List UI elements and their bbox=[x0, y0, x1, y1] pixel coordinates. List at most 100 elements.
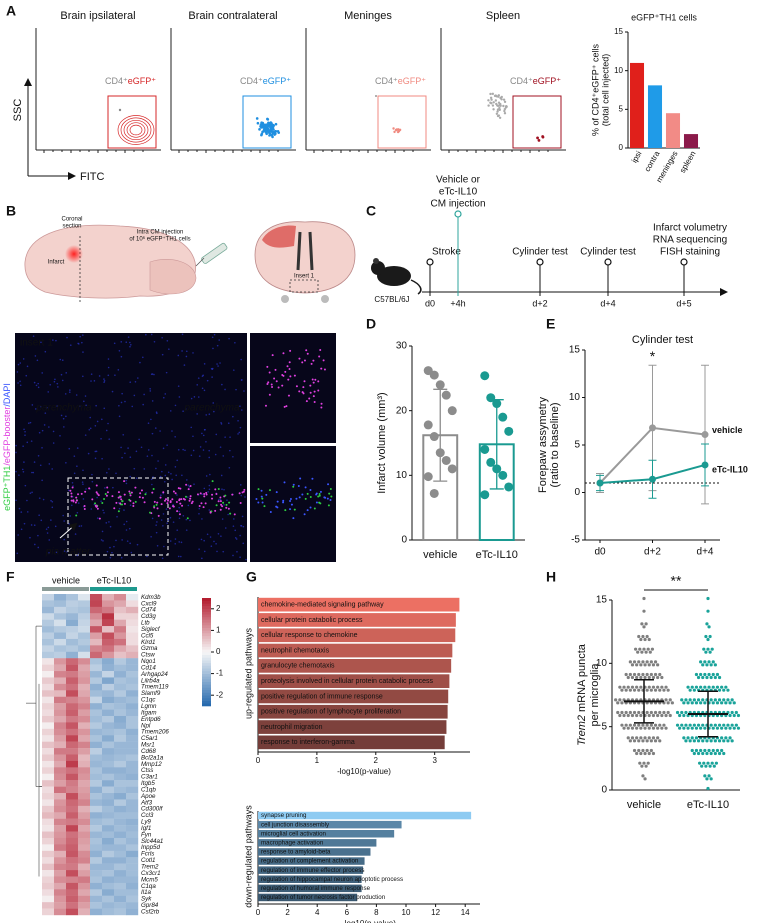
nucleus bbox=[94, 425, 97, 427]
cell bbox=[174, 492, 177, 495]
cell bbox=[329, 499, 332, 502]
nucleus bbox=[244, 496, 246, 498]
nucleus bbox=[19, 380, 21, 383]
nucleus bbox=[198, 507, 201, 510]
x-tick-label: 2 bbox=[285, 908, 290, 917]
nucleus bbox=[201, 557, 203, 560]
heat-cell bbox=[42, 638, 55, 646]
nucleus bbox=[102, 540, 104, 542]
heat-cell bbox=[90, 818, 103, 826]
heat-cell bbox=[42, 606, 55, 614]
data-point bbox=[675, 723, 680, 727]
data-point bbox=[647, 726, 651, 730]
heat-cell bbox=[126, 735, 139, 742]
heat-cell bbox=[90, 876, 103, 884]
heat-cell bbox=[78, 799, 91, 807]
data-point bbox=[643, 751, 647, 756]
cell bbox=[219, 500, 222, 503]
heat-cell bbox=[78, 850, 91, 858]
nucleus bbox=[96, 496, 98, 499]
legend-label: vehicle bbox=[712, 425, 743, 435]
nucleus bbox=[129, 504, 132, 506]
heat-cell bbox=[126, 632, 139, 640]
heat-cell bbox=[90, 606, 103, 614]
nucleus bbox=[17, 363, 20, 366]
heat-cell bbox=[90, 902, 103, 909]
nucleus bbox=[216, 363, 218, 365]
heat-cell bbox=[126, 805, 139, 813]
heat-cell bbox=[102, 613, 115, 620]
heat-cell bbox=[54, 812, 67, 819]
bar bbox=[258, 839, 377, 847]
nucleus bbox=[143, 393, 145, 396]
data-point bbox=[660, 713, 664, 718]
event bbox=[505, 105, 508, 108]
heat-cell bbox=[42, 703, 55, 710]
cell bbox=[289, 499, 292, 502]
heat-cell bbox=[54, 715, 67, 723]
event bbox=[268, 132, 272, 135]
nucleus bbox=[145, 491, 147, 494]
data-point bbox=[630, 663, 635, 667]
data-point bbox=[696, 675, 701, 680]
data-point bbox=[701, 663, 705, 667]
data-point bbox=[423, 472, 433, 482]
data-point bbox=[653, 723, 658, 727]
cell bbox=[119, 502, 122, 505]
event bbox=[500, 98, 503, 101]
cell bbox=[75, 496, 78, 499]
heat-cell bbox=[66, 613, 79, 620]
heat-cell bbox=[102, 805, 115, 813]
nucleus bbox=[46, 532, 49, 534]
gene-label: Inpp5d bbox=[141, 844, 160, 851]
cell bbox=[175, 501, 178, 504]
heat-cell bbox=[126, 882, 139, 890]
nucleus bbox=[169, 540, 172, 542]
heat-cell bbox=[54, 696, 67, 704]
cell bbox=[281, 384, 284, 387]
nucleus bbox=[15, 444, 17, 447]
nucleus bbox=[239, 405, 241, 407]
y-axis-label: down-regulated pathways bbox=[243, 805, 253, 908]
data-point bbox=[678, 713, 682, 718]
nucleus bbox=[154, 427, 157, 429]
heat-cell bbox=[78, 632, 91, 640]
bar-label: proteolysis involved in cellular protein… bbox=[261, 678, 433, 685]
cell bbox=[132, 504, 135, 507]
data-point bbox=[703, 726, 707, 730]
heat-cell bbox=[78, 812, 91, 819]
heat-cell bbox=[126, 741, 139, 749]
data-point bbox=[699, 660, 703, 664]
data-point bbox=[435, 380, 445, 390]
nucleus bbox=[238, 431, 241, 434]
cell bbox=[80, 492, 83, 495]
nucleus bbox=[79, 335, 81, 338]
data-point bbox=[662, 688, 666, 692]
cell bbox=[156, 507, 159, 510]
heat-cell bbox=[90, 844, 103, 851]
cell bbox=[227, 507, 230, 510]
nucleus bbox=[171, 478, 173, 481]
nucleus bbox=[185, 350, 188, 353]
event bbox=[255, 117, 259, 120]
cell bbox=[198, 505, 201, 508]
heat-cell bbox=[54, 882, 67, 890]
nucleus bbox=[220, 535, 222, 537]
y-axis-label: Trem2mRNA puncta bbox=[576, 643, 588, 746]
nucleus bbox=[89, 416, 92, 419]
heat-cell bbox=[126, 600, 139, 608]
heat-cell bbox=[42, 645, 55, 652]
nucleus bbox=[27, 422, 30, 424]
event bbox=[495, 112, 499, 115]
heat-cell bbox=[102, 754, 115, 762]
cell bbox=[139, 492, 142, 495]
gene-label: Kdm3b bbox=[141, 594, 161, 601]
data-point bbox=[616, 710, 620, 715]
nucleus bbox=[218, 498, 220, 501]
nucleus bbox=[137, 377, 139, 379]
x-tick-label: 14 bbox=[461, 908, 470, 917]
heat-cell bbox=[78, 722, 91, 730]
heat-cell bbox=[114, 863, 127, 871]
nucleus bbox=[213, 540, 215, 543]
nucleus bbox=[78, 525, 81, 527]
